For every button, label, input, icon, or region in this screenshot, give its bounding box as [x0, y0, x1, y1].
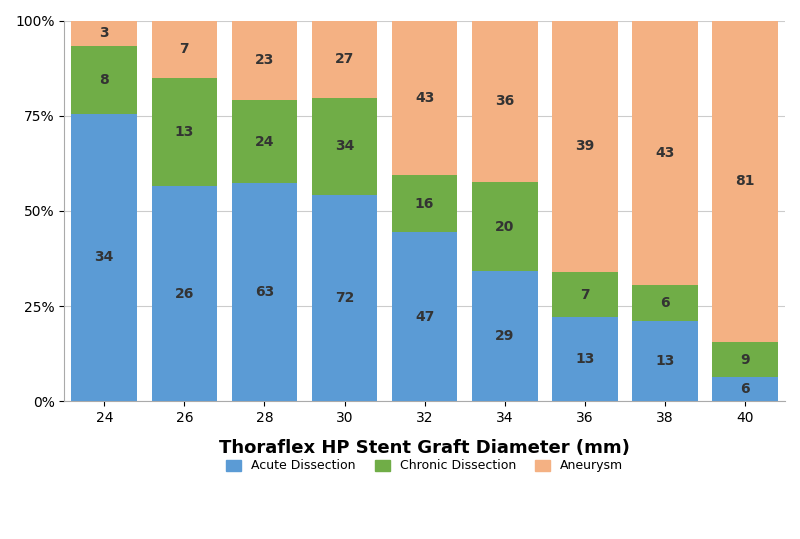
Bar — [552, 317, 618, 401]
Bar — [392, 20, 458, 175]
Text: 47: 47 — [415, 310, 434, 324]
Text: 81: 81 — [735, 174, 754, 188]
Bar — [632, 321, 698, 401]
Text: 23: 23 — [254, 53, 274, 67]
Text: 3: 3 — [99, 26, 109, 40]
Bar — [632, 285, 698, 321]
Text: 13: 13 — [655, 354, 674, 368]
Text: 26: 26 — [174, 287, 194, 301]
Text: 36: 36 — [495, 94, 514, 108]
Bar — [71, 46, 137, 114]
Bar — [392, 232, 458, 401]
Text: 34: 34 — [335, 140, 354, 154]
Text: 29: 29 — [495, 329, 514, 343]
Bar — [151, 79, 217, 186]
Bar — [312, 98, 378, 195]
Bar — [71, 20, 137, 46]
Bar — [472, 20, 538, 182]
Bar — [712, 20, 778, 342]
Text: 9: 9 — [740, 353, 750, 367]
Text: 27: 27 — [335, 52, 354, 66]
Bar — [71, 114, 137, 401]
Bar — [312, 20, 378, 98]
Text: 13: 13 — [575, 353, 594, 367]
Bar — [712, 342, 778, 377]
Text: 43: 43 — [655, 146, 674, 160]
Bar — [552, 272, 618, 317]
Text: 39: 39 — [575, 139, 594, 153]
Text: 43: 43 — [415, 91, 434, 105]
Text: 6: 6 — [660, 296, 670, 310]
Text: 34: 34 — [94, 251, 114, 265]
Text: 24: 24 — [254, 135, 274, 149]
Bar — [232, 183, 298, 401]
Bar — [712, 377, 778, 401]
X-axis label: Thoraflex HP Stent Graft Diameter (mm): Thoraflex HP Stent Graft Diameter (mm) — [219, 439, 630, 457]
Text: 20: 20 — [495, 219, 514, 233]
Bar — [472, 182, 538, 271]
Text: 7: 7 — [179, 43, 189, 57]
Bar — [392, 175, 458, 232]
Bar — [312, 195, 378, 401]
Bar — [552, 20, 618, 272]
Text: 63: 63 — [255, 285, 274, 299]
Text: 8: 8 — [99, 73, 109, 87]
Text: 6: 6 — [740, 382, 750, 396]
Bar — [151, 20, 217, 79]
Bar — [232, 20, 298, 100]
Text: 13: 13 — [174, 125, 194, 139]
Legend: Acute Dissection, Chronic Dissection, Aneurysm: Acute Dissection, Chronic Dissection, An… — [220, 453, 629, 479]
Bar — [151, 186, 217, 401]
Bar — [472, 271, 538, 401]
Text: 72: 72 — [335, 291, 354, 305]
Bar — [632, 20, 698, 285]
Bar — [232, 100, 298, 183]
Text: 16: 16 — [415, 197, 434, 211]
Text: 7: 7 — [580, 288, 590, 302]
